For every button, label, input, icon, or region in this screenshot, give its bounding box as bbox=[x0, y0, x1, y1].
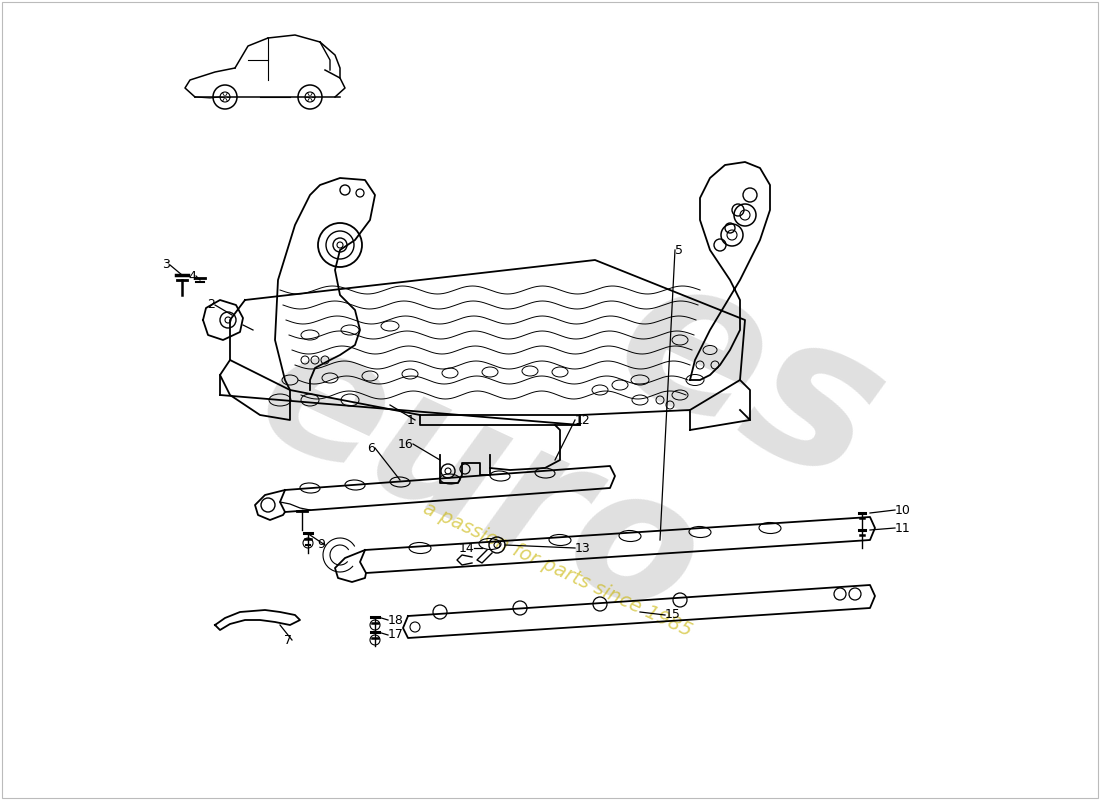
Text: 6: 6 bbox=[367, 442, 375, 454]
Text: 2: 2 bbox=[207, 298, 215, 311]
Text: 14: 14 bbox=[459, 542, 474, 554]
Text: 4: 4 bbox=[188, 270, 196, 282]
Text: es: es bbox=[587, 232, 913, 528]
Text: 17: 17 bbox=[388, 629, 404, 642]
Text: euro: euro bbox=[232, 302, 727, 658]
Text: 15: 15 bbox=[666, 609, 681, 622]
Text: 13: 13 bbox=[575, 542, 591, 554]
Text: 12: 12 bbox=[575, 414, 591, 426]
Text: 18: 18 bbox=[388, 614, 404, 626]
Text: 1: 1 bbox=[407, 414, 415, 426]
Text: 5: 5 bbox=[675, 243, 683, 257]
Text: 16: 16 bbox=[397, 438, 412, 450]
Text: 9: 9 bbox=[317, 538, 324, 551]
Text: a passion for parts since 1985: a passion for parts since 1985 bbox=[420, 499, 695, 641]
Text: 11: 11 bbox=[895, 522, 911, 534]
Text: 7: 7 bbox=[284, 634, 292, 646]
Text: 3: 3 bbox=[162, 258, 170, 271]
Text: 10: 10 bbox=[895, 503, 911, 517]
